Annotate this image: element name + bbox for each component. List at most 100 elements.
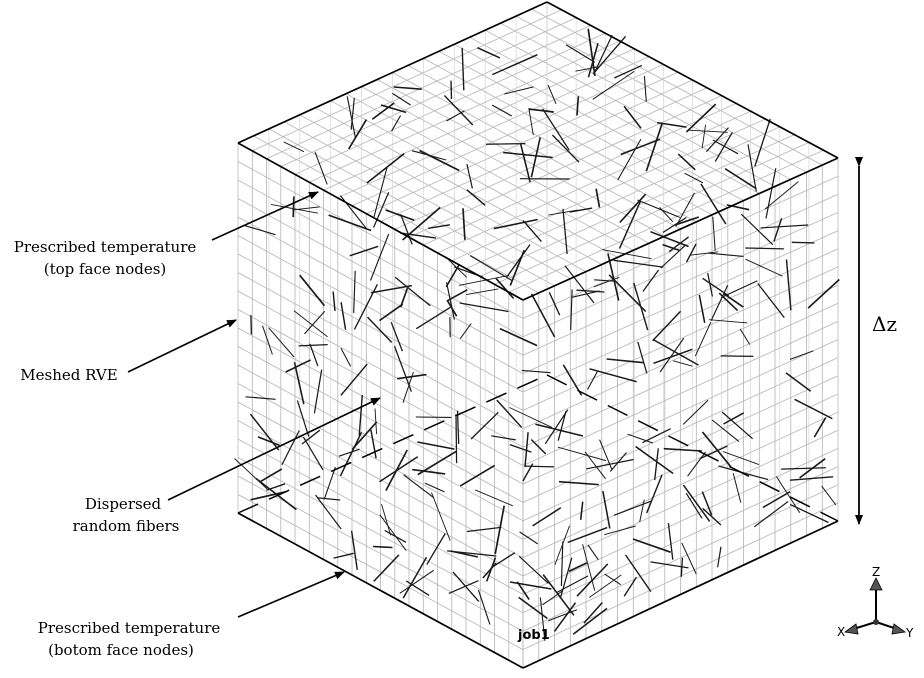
fiber <box>821 485 837 506</box>
fiber <box>794 398 833 420</box>
fiber <box>684 172 704 184</box>
fiber <box>504 86 534 95</box>
fiber <box>613 259 664 268</box>
fiber <box>576 563 609 597</box>
fiber <box>592 35 627 75</box>
fiber <box>602 490 611 529</box>
triad-x-label: X <box>837 625 845 639</box>
fiber <box>653 348 693 365</box>
fiber <box>747 144 757 192</box>
fiber <box>445 264 460 288</box>
fiber <box>424 482 445 493</box>
fiber <box>519 143 531 183</box>
fiber <box>619 193 647 224</box>
fiber <box>372 545 393 549</box>
fiber <box>587 28 596 77</box>
fiber <box>663 447 702 452</box>
fiber <box>494 505 506 555</box>
job-label: job1 <box>517 628 550 643</box>
fiber <box>466 526 502 533</box>
fiber <box>419 149 460 172</box>
fiber <box>650 561 689 569</box>
fiber <box>448 580 479 594</box>
fiber <box>620 138 661 156</box>
fiber <box>700 183 727 225</box>
fiber <box>509 407 553 428</box>
fiber <box>642 428 671 444</box>
fiber <box>690 251 719 256</box>
fiber <box>459 464 496 487</box>
fiber <box>604 525 636 536</box>
fiber <box>608 274 647 313</box>
fiber <box>257 436 280 447</box>
fiber <box>702 277 730 297</box>
fiber <box>519 531 539 545</box>
fiber <box>313 369 323 414</box>
fiber <box>250 490 287 501</box>
bottom-face-label-line1: Prescribed temperature <box>38 619 221 637</box>
fiber <box>296 400 310 437</box>
fiber <box>724 168 757 190</box>
fiber <box>567 526 608 544</box>
hidden-edge <box>237 374 548 514</box>
fiber <box>642 269 660 292</box>
fiber <box>293 310 328 338</box>
fiber <box>431 492 451 541</box>
fiber <box>582 544 596 591</box>
fiber <box>293 362 305 405</box>
fiber <box>813 417 827 438</box>
fiber <box>781 467 826 470</box>
fiber <box>485 142 526 145</box>
fiber <box>347 119 368 150</box>
fiber <box>285 359 311 373</box>
fiber <box>450 550 479 558</box>
fibers-arrow <box>167 397 381 501</box>
fiber <box>299 274 326 307</box>
fiber <box>530 293 556 338</box>
fiber <box>785 372 812 392</box>
fiber <box>653 339 699 366</box>
fiber <box>400 213 413 245</box>
fiber <box>635 445 674 475</box>
fiber <box>707 272 714 297</box>
fiber <box>374 408 378 435</box>
fiber <box>443 95 474 126</box>
fiber <box>807 278 840 309</box>
fiber <box>789 476 834 481</box>
fiber <box>701 491 713 516</box>
triad-y-label: Y <box>905 626 914 640</box>
fiber <box>522 219 542 243</box>
fiber <box>674 216 700 226</box>
fiber <box>639 499 645 523</box>
fiber <box>491 104 513 117</box>
fiber <box>399 569 435 594</box>
fiber <box>396 373 427 380</box>
fiber <box>243 224 276 236</box>
fiber <box>461 47 465 91</box>
fiber <box>509 443 532 453</box>
fiber <box>417 441 455 450</box>
fiber <box>373 167 388 218</box>
fiber <box>477 47 501 59</box>
fiber <box>650 230 689 248</box>
fiber <box>259 468 283 483</box>
fiber <box>762 491 791 509</box>
fiber <box>482 562 497 579</box>
fiber <box>323 467 336 500</box>
fiber <box>614 64 643 79</box>
fiber <box>643 76 647 102</box>
fiber <box>542 108 570 151</box>
fiber <box>270 203 319 214</box>
fiber <box>594 34 613 72</box>
fiber <box>450 80 453 100</box>
fiber <box>740 213 774 246</box>
fiber <box>378 303 404 322</box>
fiber <box>317 497 341 501</box>
cube-edge <box>237 1 548 144</box>
fiber <box>390 321 404 352</box>
fiber <box>509 249 525 286</box>
fiber <box>371 102 395 120</box>
fiber <box>250 315 253 335</box>
fiber <box>662 243 680 252</box>
fiber <box>304 310 326 335</box>
